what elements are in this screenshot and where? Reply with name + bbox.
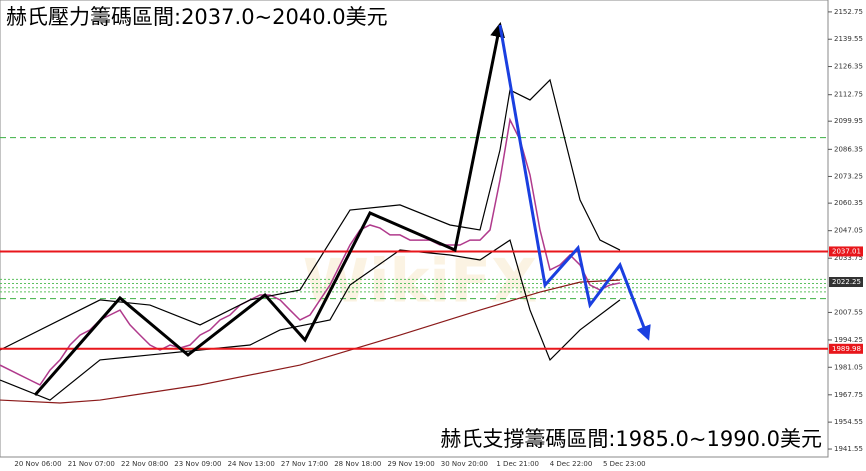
y-tick-label: 1994.25 — [834, 336, 863, 344]
x-tick-label: 20 Nov 06:00 — [14, 460, 61, 468]
plot-area — [0, 0, 829, 458]
y-tick-label: 2086.35 — [834, 145, 863, 153]
y-tick-label: 2060.35 — [834, 199, 863, 207]
y-tick-label: 2099.95 — [834, 117, 863, 125]
x-tick-label: 28 Nov 18:00 — [334, 460, 381, 468]
series-line — [0, 78, 621, 351]
y-tick-label: 2139.55 — [834, 35, 863, 43]
y-tick-label: 2007.55 — [834, 308, 863, 316]
series-line — [0, 239, 621, 401]
x-tick-label: 5 Dec 23:00 — [603, 460, 646, 468]
x-tick-label: 4 Dec 22:00 — [550, 460, 593, 468]
y-tick-label: 2152.75 — [834, 8, 863, 16]
y-tick-label: 1954.55 — [834, 418, 863, 426]
y-tick-label: 1941.55 — [834, 445, 863, 453]
trend-arrow — [498, 24, 651, 341]
x-tick-label: 23 Nov 09:00 — [174, 460, 221, 468]
y-tick-label: 2033.75 — [834, 254, 863, 262]
y-tick-label: 2112.75 — [834, 91, 863, 99]
price-box — [829, 277, 863, 288]
x-tick-label: 21 Nov 07:00 — [68, 460, 115, 468]
x-tick-label: 29 Nov 19:00 — [387, 460, 434, 468]
level-label: 2037.01 — [832, 247, 861, 255]
series-line — [0, 279, 621, 404]
chart-title: 赫氏壓力籌碼區間:2037.0~2040.0美元 — [6, 5, 388, 29]
price-label: 2022.25 — [832, 278, 861, 286]
y-tick-label: 2126.35 — [834, 63, 863, 71]
level-box — [829, 343, 863, 354]
x-tick-label: 24 Nov 13:00 — [228, 460, 275, 468]
x-tick-label: 22 Nov 08:00 — [121, 460, 168, 468]
x-tick-label: 27 Nov 17:00 — [281, 460, 328, 468]
y-tick-label: 2073.25 — [834, 172, 863, 180]
trend-arrow — [33, 22, 506, 396]
y-tick-label: 1981.05 — [834, 363, 863, 371]
level-label: 1989.98 — [832, 345, 861, 353]
annotation: 赫氏支撐籌碼區間:1985.0~1990.0美元 — [440, 427, 822, 451]
x-tick-label: 1 Dec 21:00 — [496, 460, 539, 468]
y-tick-label: 1967.75 — [834, 391, 863, 399]
x-tick-label: 30 Nov 20:00 — [441, 460, 488, 468]
y-tick-label: 2047.05 — [834, 227, 863, 235]
level-box — [829, 246, 863, 257]
